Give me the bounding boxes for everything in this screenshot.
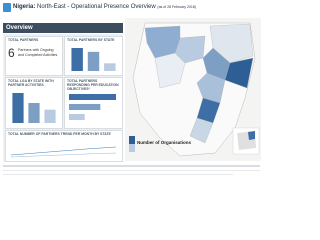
panel-state: TOTAL PARTNERS BY STATE (64, 36, 123, 76)
panel-edu: TOTAL PARTNERS RESPONDING PER EDUCATION … (64, 77, 123, 129)
title-text: North-East - Operational Presence Overvi… (37, 4, 156, 10)
legend-swatch (129, 144, 135, 152)
panel-lga: TOTAL LGA BY STATE WITH PARTNER ACTIVITI… (5, 77, 63, 129)
bar (69, 114, 85, 120)
panel-title: TOTAL PARTNERS (8, 38, 39, 42)
legend-title: Number of Organisations (137, 140, 192, 145)
bar (12, 93, 24, 123)
bar (71, 48, 83, 71)
chart (12, 93, 56, 123)
footer-text (3, 174, 233, 176)
lga (209, 23, 254, 64)
big-number-label: Partners with Ongoing and Completed Acti… (18, 48, 58, 57)
panel-trend: TOTAL NUMBER OF PARTNERS TREND PER MONTH… (5, 130, 123, 162)
map: Number of Organisations (125, 18, 261, 161)
bar (104, 63, 116, 71)
chart (69, 94, 116, 120)
bar (87, 51, 100, 71)
page: Nigeria: North-East - Operational Presen… (0, 0, 263, 176)
bar (28, 103, 40, 123)
trend-line (10, 152, 117, 158)
panel-title: TOTAL LGA BY STATE WITH PARTNER ACTIVITI… (8, 79, 54, 87)
bar (44, 109, 56, 123)
header: Nigeria: North-East - Operational Presen… (0, 0, 263, 16)
section-title: Overview (3, 23, 123, 33)
title-date: (as of 28 February 2018) (157, 5, 196, 9)
inset-region (248, 131, 255, 140)
title-country: Nigeria: (13, 4, 36, 10)
big-number: 6 (8, 46, 15, 60)
chart (71, 48, 116, 71)
panel-title: TOTAL PARTNERS BY STATE (67, 38, 115, 42)
panel-title: TOTAL NUMBER OF PARTNERS TREND PER MONTH… (8, 132, 111, 136)
bar (69, 94, 116, 100)
trend-chart (10, 146, 117, 158)
lga (224, 57, 254, 89)
footer-line (3, 165, 260, 167)
title: Nigeria: North-East - Operational Presen… (13, 4, 196, 10)
lga (154, 52, 186, 89)
panel-total: TOTAL PARTNERS 6 Partners with Ongoing a… (5, 36, 63, 76)
panel-title: TOTAL PARTNERS RESPONDING PER EDUCATION … (67, 79, 119, 91)
trend-line (10, 146, 117, 156)
footer-text (3, 170, 260, 172)
bar (69, 104, 101, 110)
lga (189, 117, 214, 144)
logo (3, 3, 11, 12)
